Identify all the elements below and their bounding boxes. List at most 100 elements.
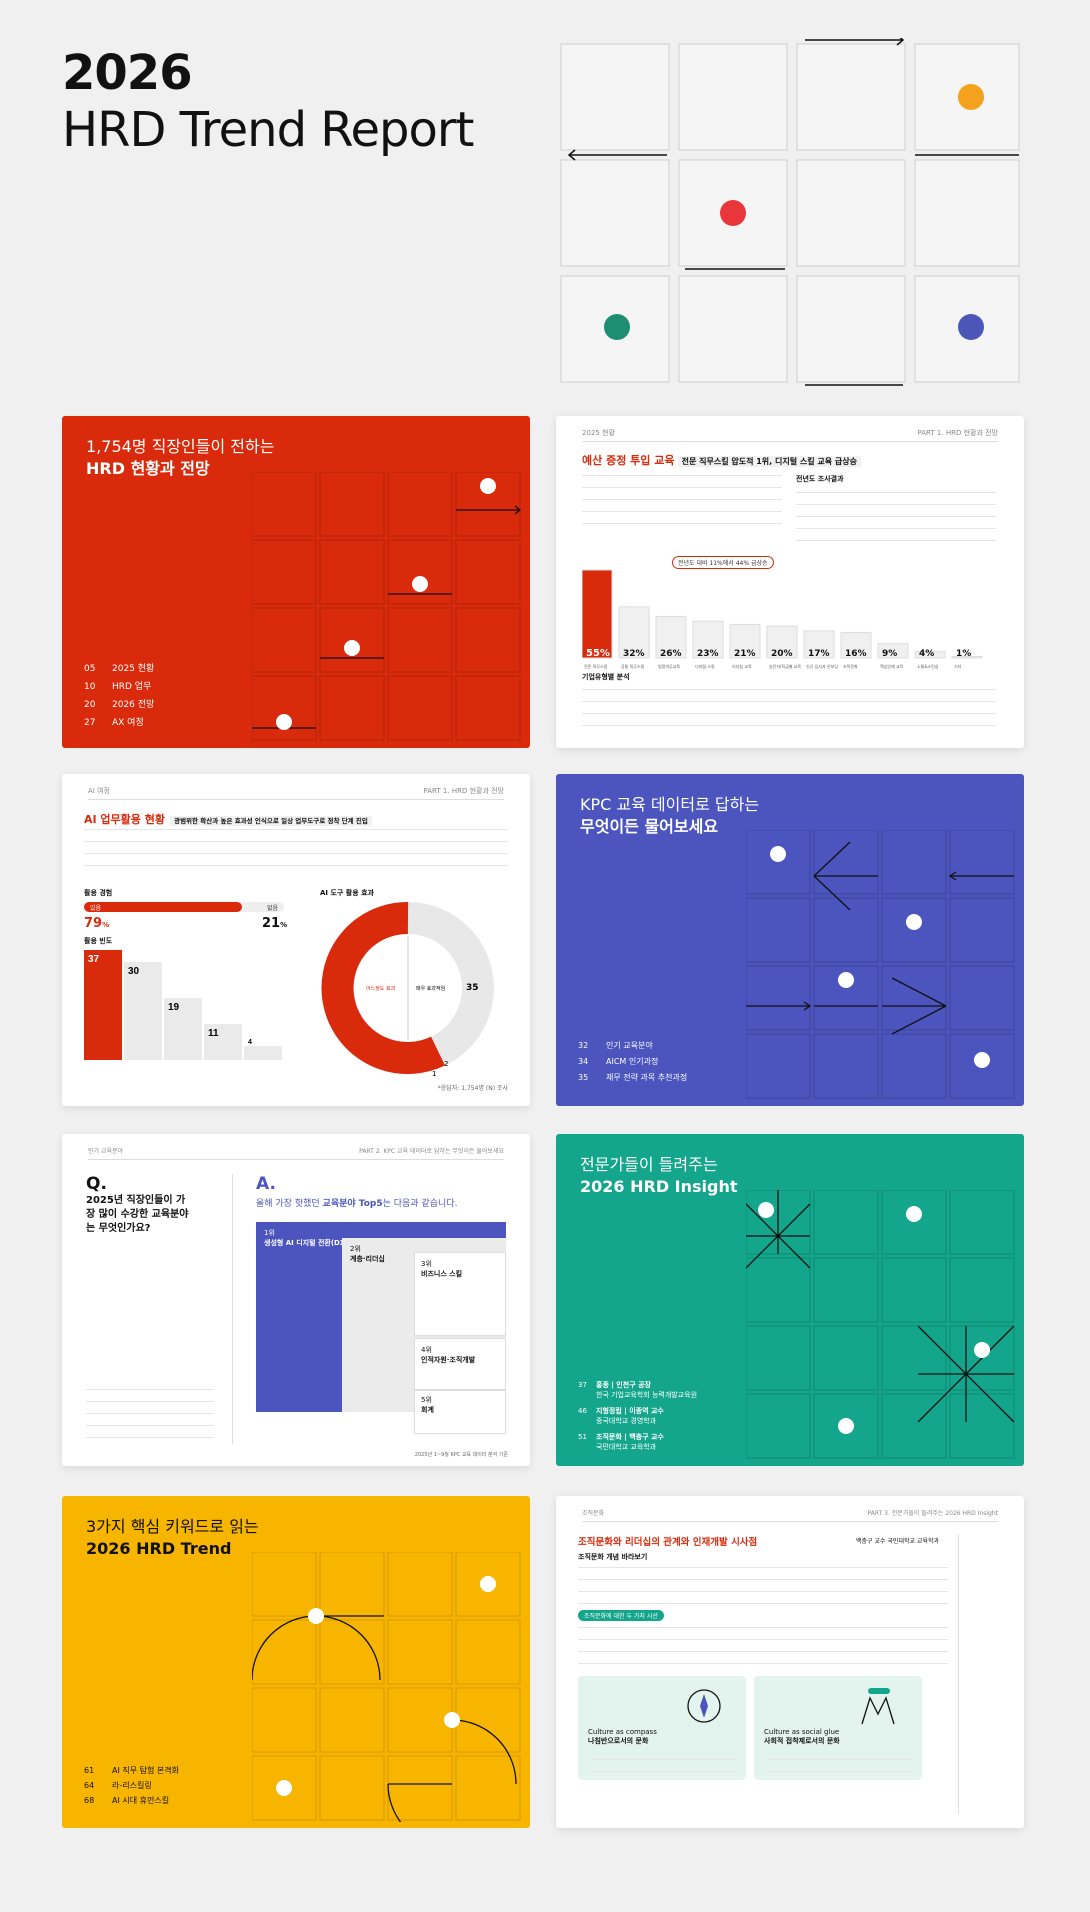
toc-item[interactable]: 05 2025 현황	[84, 664, 155, 674]
page-header-left: 2025 현황	[582, 429, 615, 437]
budget-bar-label: 조직문화	[843, 663, 858, 669]
section-subtitle: 전문 직무스킬 압도적 1위, 디지털 스킬 교육 급상승	[677, 456, 861, 467]
source-note: *응답자: 1,754명 (N) 조사	[437, 1085, 508, 1092]
toc-item[interactable]: 64 라-리스킬링	[84, 1781, 152, 1790]
culture-card-glue: Culture as social glue 사회적 접착제로서의 문화	[754, 1676, 922, 1780]
use-yes-value: 79	[84, 916, 103, 931]
page-header-left: AI 여정	[88, 787, 110, 795]
page-ai-usage: AI 여정 PART 1. HRD 현황과 전망 AI 업무활용 현황 광범위한 …	[62, 774, 530, 1106]
section-subtitle: 광범위한 확산과 높은 효과성 인식으로 일상 업무도구로 정착 단계 진입	[170, 816, 372, 826]
toc-item[interactable]: 27 AX 여정	[84, 718, 144, 728]
donut-label-c: 2	[444, 1060, 448, 1068]
hero-main-title: HRD Trend Report	[62, 102, 474, 158]
budget-bar-label: 전문 직무스킬	[584, 663, 608, 669]
toc-item[interactable]: 68 AI 시대 휴먼스킬	[84, 1796, 170, 1805]
budget-bar	[655, 615, 687, 659]
rank-4: 4위 인적자원·조직개발	[414, 1338, 506, 1390]
budget-bar-value: 20%	[771, 649, 793, 659]
toc-item[interactable]: 51 조직문화 | 백충구 교수 국민대학교 교육학과	[578, 1433, 664, 1451]
svg-text:11: 11	[208, 1028, 219, 1039]
toc-item[interactable]: 46 지형정립 | 이종역 교수 중국대학교 경영학과	[578, 1407, 664, 1425]
budget-bar	[729, 623, 761, 659]
red-dot	[720, 200, 746, 226]
toc-item[interactable]: 37 홍종 | 인천구 공장 한국 기업교육학회 능력개발교육원	[578, 1381, 698, 1399]
budget-bar	[951, 655, 983, 659]
budget-bar-label: 소통&스킨십	[917, 663, 939, 669]
page-culture-leadership: 조직문화 PART 3. 전문가들이 들려주는 2026 HRD Insight …	[556, 1496, 1024, 1828]
svg-text:37: 37	[88, 954, 100, 965]
donut-title: AI 도구 활용 효과	[320, 889, 374, 897]
budget-bar	[618, 606, 650, 659]
budget-bar-label: 리더십 교육	[732, 663, 752, 669]
cover-grid-graphic	[252, 1552, 521, 1822]
cover-grid-graphic	[746, 830, 1015, 1099]
budget-bar	[766, 625, 798, 659]
rank-3: 3위 비즈니스 스킬	[414, 1252, 506, 1336]
page-header-right: PART 2. KPC 교육 데이터로 답하는 무엇이든 물어보세요	[359, 1148, 504, 1155]
budget-bar-label: 핵심인재 교육	[880, 663, 904, 669]
cover-title: HRD 현황과 전망	[86, 459, 210, 478]
section-title: AI 업무활용 현황	[84, 813, 165, 826]
cover-subtitle: 1,754명 직장인들이 전하는	[86, 437, 275, 456]
page-budget-education: 2025 현황 PART 1. HRD 현황과 전망 예산 증정 투입 교육 전문…	[556, 416, 1024, 748]
page-header-left: 조직문화	[582, 1510, 605, 1517]
source-note: 2025년 1~9월 KPC 교육 데이터 분석 기준	[414, 1452, 508, 1458]
budget-bar-label: 법정의무교육	[658, 663, 680, 669]
hero-grid-graphic	[560, 38, 1020, 386]
budget-bar-value: 9%	[882, 649, 897, 659]
toc-item[interactable]: 20 2026 전망	[84, 700, 155, 710]
page-header-right: PART 1. HRD 현황과 전망	[423, 787, 505, 795]
budget-bar-label: 승진자/직급별 교육	[769, 663, 801, 669]
green-dot	[604, 314, 630, 340]
page-header-right: PART 3. 전문가들이 들려주는 2026 HRD Insight	[867, 1510, 998, 1517]
budget-bar-value: 55%	[586, 648, 610, 659]
budget-bar-value: 1%	[956, 649, 971, 659]
toc-item[interactable]: 35 재무 전략 과목 추천과정	[578, 1073, 688, 1082]
freq-title: 활용 빈도	[84, 937, 113, 945]
budget-bar-value: 16%	[845, 649, 867, 659]
budget-bar	[582, 569, 613, 659]
budget-bar-value: 17%	[808, 649, 830, 659]
svg-text:매우 효과적임: 매우 효과적임	[416, 985, 445, 992]
donut-label-d: 1	[432, 1070, 436, 1078]
budget-bar-label: 신규 입사자 온보딩	[806, 663, 838, 669]
orange-dot	[958, 84, 984, 110]
toc-item[interactable]: 34 AICM 인기과정	[578, 1057, 659, 1066]
hands-icon	[861, 1688, 895, 1725]
page-kpc-data-cover: KPC 교육 데이터로 답하는 무엇이든 물어보세요 32 인기 교육분야 34 A…	[556, 774, 1024, 1106]
page-header-left: 인기 교육분야	[88, 1148, 124, 1155]
hero-year: 2026	[62, 45, 193, 101]
toc-item[interactable]: 10 HRD 업무	[84, 682, 152, 692]
budget-bar-value: 32%	[623, 649, 645, 659]
section-pill: 조직문화에 대한 두 가지 시선	[578, 1610, 664, 1621]
cover-subtitle: KPC 교육 데이터로 답하는	[580, 795, 760, 814]
svg-text:19: 19	[168, 1002, 180, 1013]
budget-bar-label: 디지털 스킬	[695, 663, 715, 669]
svg-text:4: 4	[248, 1039, 252, 1046]
compass-icon	[687, 1689, 721, 1723]
cover-grid-graphic	[746, 1190, 1015, 1459]
cover-title: 2026 HRD Trend	[86, 1539, 232, 1558]
frequency-bar-chart: 37 30 19 11 4	[84, 950, 282, 1060]
budget-bar-label: 공통 직무스킬	[621, 663, 645, 669]
donut-label-a: 62	[354, 982, 368, 993]
table-title: 전년도 조사결과	[796, 475, 844, 483]
page-top5-education: 인기 교육분야 PART 2. KPC 교육 데이터로 답하는 무엇이든 물어보세…	[62, 1134, 530, 1466]
cover-title: 무엇이든 물어보세요	[580, 817, 719, 836]
budget-bar-value: 26%	[660, 649, 682, 659]
culture-card-compass: Culture as compass 나침반으로서의 문화	[578, 1676, 746, 1780]
bottom-table-title: 기업유형별 분석	[582, 673, 630, 681]
toc-item[interactable]: 61 AI 직무 탐험 본격화	[84, 1766, 179, 1775]
budget-bar-label: 기타	[954, 663, 962, 669]
page-expert-insight-cover: 전문가들이 들려주는 2026 HRD Insight 37 홍종 | 인천구 공…	[556, 1134, 1024, 1466]
article-subtitle: 조직문화 개념 바라보기	[578, 1553, 648, 1561]
svg-text:30: 30	[128, 966, 140, 977]
budget-bar	[840, 631, 872, 659]
toc-item[interactable]: 32 인기 교육분야	[578, 1041, 653, 1050]
cover-subtitle: 전문가들이 들려주는	[580, 1155, 718, 1174]
cover-title: 2026 HRD Insight	[580, 1177, 738, 1196]
budget-bar	[692, 620, 724, 659]
svg-text:어느정도 효과: 어느정도 효과	[366, 985, 396, 992]
cover-subtitle: 3가지 핵심 키워드로 읽는	[86, 1517, 259, 1536]
